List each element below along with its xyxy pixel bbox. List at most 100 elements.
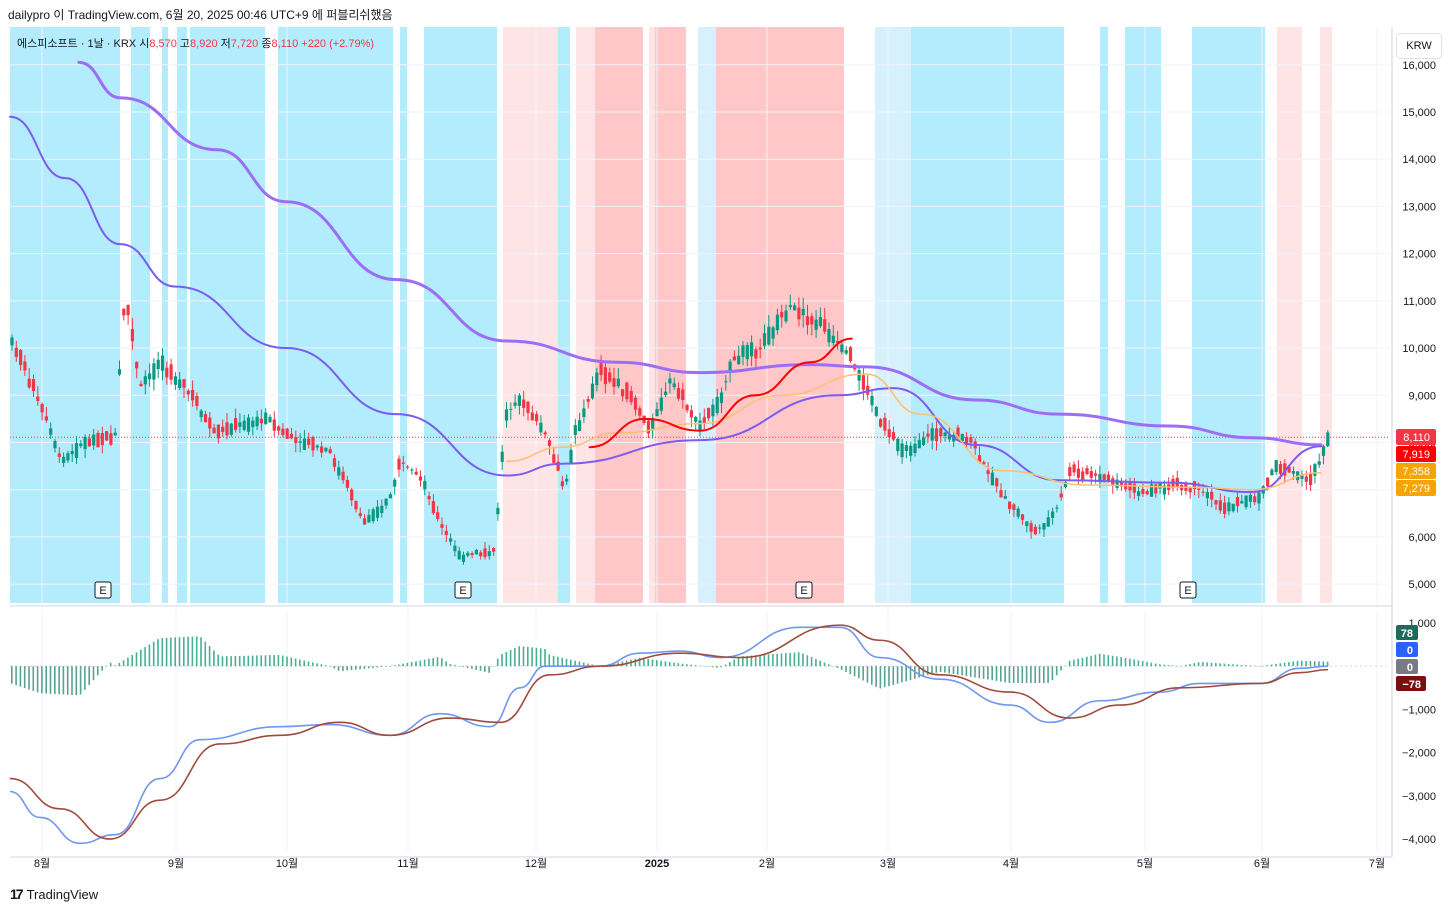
bg-band [1100, 27, 1108, 603]
histogram-bar [71, 666, 73, 695]
candle-body [1025, 521, 1029, 527]
candle-body [496, 507, 500, 515]
candle-body [203, 414, 208, 423]
histogram-bar [462, 666, 465, 667]
histogram-bar [1103, 654, 1105, 667]
candle-body [487, 551, 491, 557]
histogram-bar [1232, 664, 1234, 667]
histogram-bar [518, 646, 520, 667]
candle-body [616, 378, 620, 387]
histogram-bar [1077, 658, 1079, 667]
candle-body [298, 441, 302, 443]
histogram-bar [204, 641, 207, 667]
histogram-bar [1309, 660, 1312, 667]
candle-body [1278, 464, 1283, 474]
price-tick-label: 16,000 [1402, 60, 1436, 72]
histogram-bar [1111, 655, 1114, 667]
histogram-bar [479, 666, 482, 671]
histogram-bar [333, 666, 336, 669]
histogram-bar [260, 655, 262, 667]
candle-body [62, 456, 66, 463]
macd-pane [9, 624, 1390, 845]
candle-body [479, 552, 483, 557]
histogram-bar [363, 666, 366, 669]
candle-body [307, 438, 311, 445]
candle-body [552, 454, 556, 463]
candle-body [49, 428, 53, 435]
macd-label-text: 0 [1407, 662, 1413, 674]
histogram-bar [737, 657, 740, 667]
histogram-bar [690, 664, 692, 667]
candle-body [272, 419, 276, 431]
macd-tick-label: −3,000 [1402, 791, 1436, 803]
histogram-bar [1017, 666, 1019, 684]
candle-body [1008, 501, 1012, 510]
candle-body [53, 441, 57, 449]
candle-body [797, 307, 801, 320]
histogram-bar [509, 650, 512, 667]
histogram-bar [118, 662, 121, 667]
candle-body [960, 433, 964, 441]
candle-body [573, 425, 577, 435]
histogram-bar [1133, 659, 1135, 667]
candle-body [513, 402, 517, 406]
histogram-bar [1193, 663, 1196, 667]
candle-body [986, 470, 990, 474]
candle-body [1137, 491, 1141, 496]
candle-body [74, 443, 79, 459]
histogram-bar [320, 664, 323, 667]
histogram-bar [763, 654, 766, 667]
symbol-name: 에스피소프트 · 1날 · KRX [17, 38, 137, 50]
earnings-marker [94, 581, 112, 599]
histogram-bar [195, 636, 198, 667]
histogram-bar [114, 665, 116, 667]
histogram-bar [750, 655, 753, 667]
candle-body [887, 429, 891, 438]
histogram-bar [1245, 665, 1247, 667]
candle-body [289, 433, 294, 439]
histogram-bar [488, 666, 490, 673]
tradingview-logo[interactable]: 17 TradingView [10, 886, 98, 902]
candle-body [315, 445, 319, 448]
price-label-box [1396, 446, 1436, 462]
histogram-bar [247, 655, 250, 667]
histogram-bar [776, 653, 778, 667]
bg-band [400, 27, 407, 603]
histogram-bar [957, 666, 959, 675]
candle-body [1283, 463, 1287, 476]
candle-body [814, 319, 818, 330]
candle-body [259, 418, 263, 424]
candle-body [36, 396, 40, 401]
histogram-bar [836, 666, 839, 668]
histogram-bar [660, 660, 662, 667]
candle-body [436, 512, 440, 520]
candle-body [117, 369, 122, 375]
histogram-bar [995, 666, 998, 681]
bg-band [649, 27, 655, 603]
candle-body [414, 471, 418, 475]
histogram-bar [1021, 666, 1024, 684]
histogram-bar [355, 666, 357, 670]
histogram-bar [918, 666, 920, 678]
histogram-bar [793, 652, 796, 667]
histogram-bar [58, 666, 60, 695]
histogram-bar [1098, 653, 1101, 667]
histogram-bar [823, 662, 826, 667]
histogram-bar [570, 659, 572, 667]
histogram-bar [832, 666, 834, 667]
histogram-bar [234, 655, 237, 667]
histogram-bar [527, 646, 529, 667]
currency-button[interactable]: KRW [1396, 33, 1442, 59]
histogram-bar [613, 663, 615, 667]
macd-label-box [1396, 625, 1418, 640]
candle-body [148, 373, 152, 380]
candle-body [500, 451, 504, 462]
histogram-bar [243, 655, 245, 667]
candle-body [216, 424, 220, 439]
histogram-bar [226, 656, 228, 667]
histogram-bar [1275, 663, 1277, 667]
histogram-bar [406, 662, 409, 667]
candle-body [535, 414, 539, 422]
candle-body [603, 367, 607, 385]
